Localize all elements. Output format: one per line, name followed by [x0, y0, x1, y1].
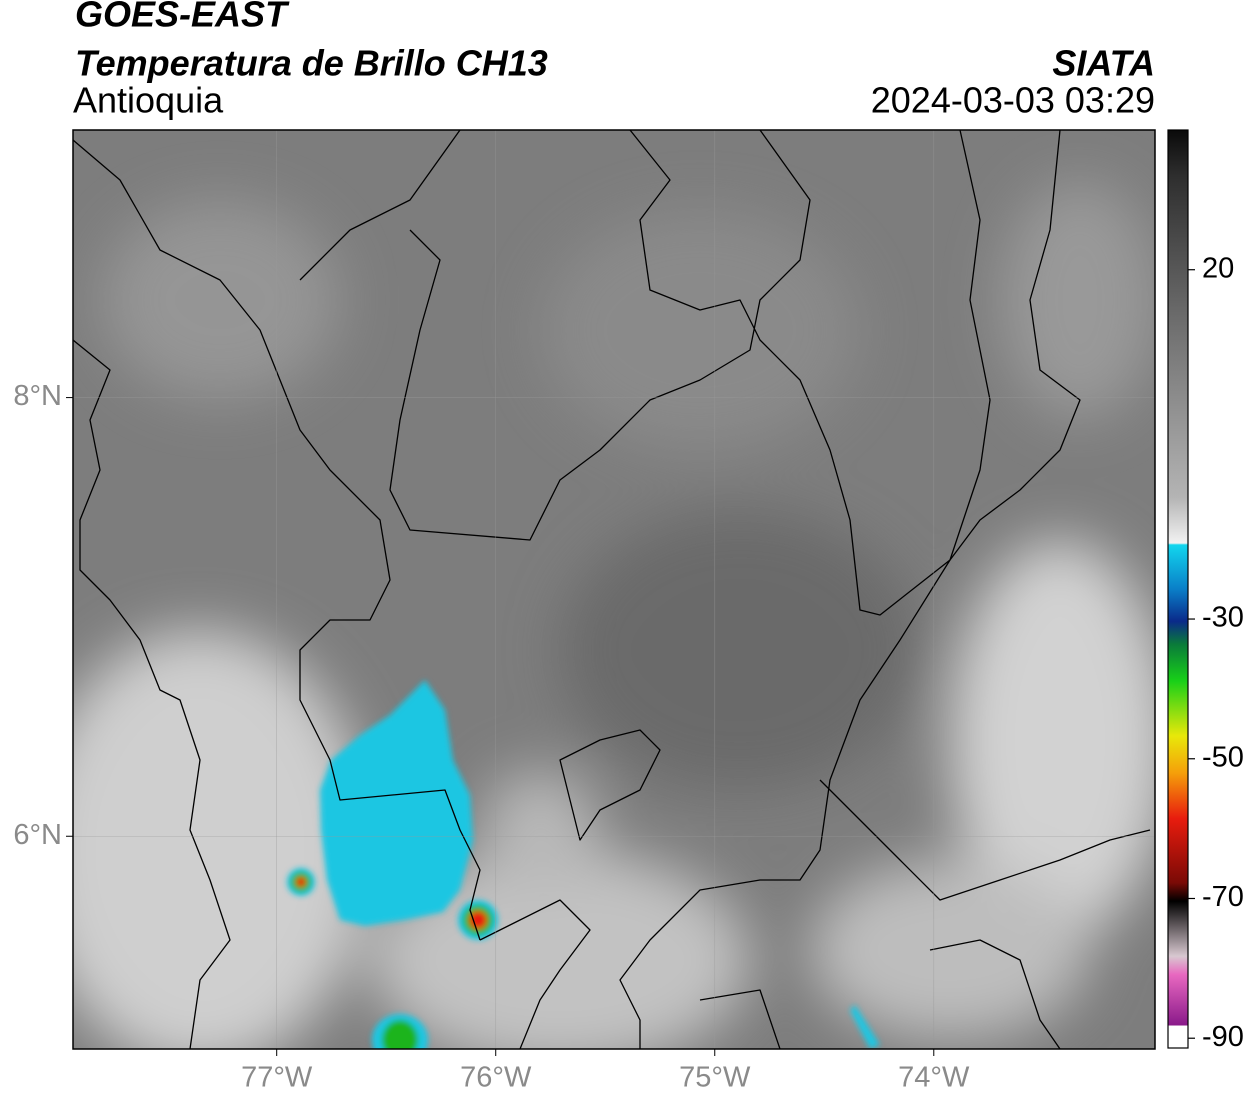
source: SIATA: [1052, 43, 1155, 84]
map-frame: [72, 129, 1156, 1050]
timestamp: 2024-03-03 03:29: [871, 80, 1155, 121]
y-tick-label: 6°N: [13, 819, 62, 851]
convective-cells: [287, 680, 880, 1049]
colorbar: [1167, 129, 1189, 1049]
colorbar-tick-label: -70: [1202, 881, 1244, 913]
x-tick-label: 76°W: [460, 1062, 532, 1094]
colorbar-tick-label: -30: [1202, 602, 1244, 634]
x-tick-label: 74°W: [898, 1062, 970, 1094]
title: GOES-EAST: [75, 0, 290, 35]
satellite-image: [73, 130, 1155, 1049]
colorbar-tick-label: -50: [1202, 741, 1244, 773]
region: Antioquia: [73, 80, 224, 121]
borders: [73, 130, 1151, 1049]
colorbar-tick-label: -90: [1202, 1021, 1244, 1053]
x-tick-label: 75°W: [679, 1062, 751, 1094]
subtitle: Temperatura de Brillo CH13: [75, 43, 548, 84]
y-tick-label: 8°N: [13, 380, 62, 412]
colorbar-tick-label: 20: [1202, 252, 1234, 284]
x-tick-label: 77°W: [241, 1062, 313, 1094]
